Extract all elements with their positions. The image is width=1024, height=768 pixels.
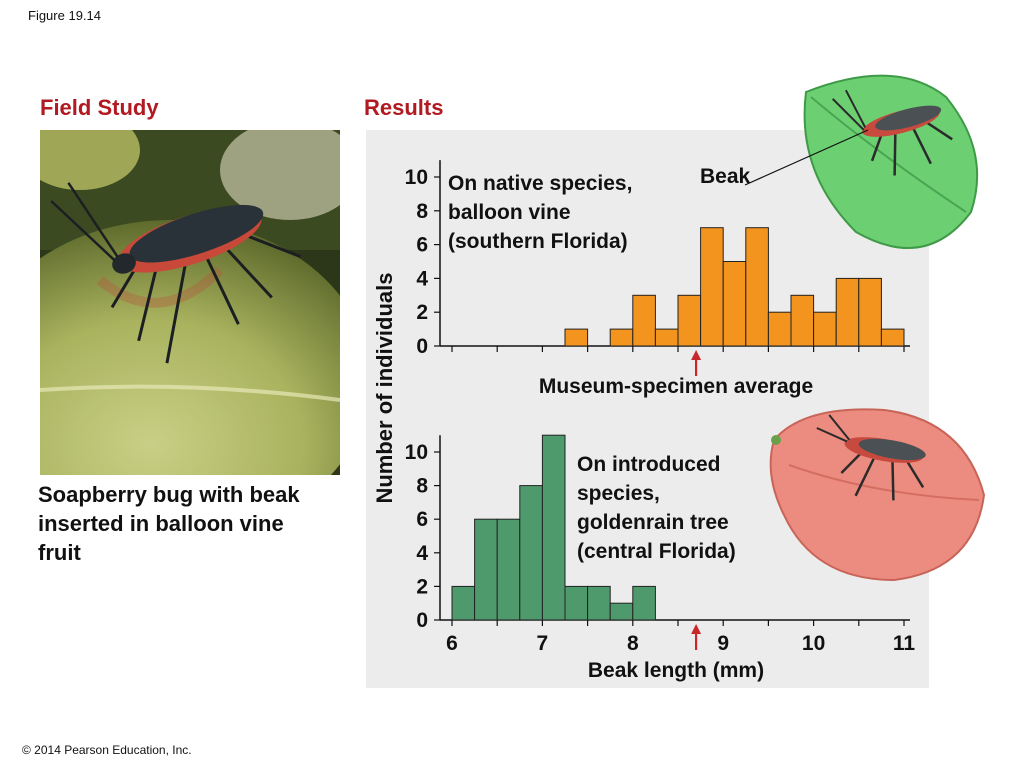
photo-caption: Soapberry bug with beak inserted in ball… xyxy=(38,480,358,567)
introduced-annotation-line: (central Florida) xyxy=(577,540,736,563)
native-bar xyxy=(677,294,702,347)
introduced-annotation-line: goldenrain tree xyxy=(577,511,729,534)
introduced-bar xyxy=(609,602,634,621)
beak-pointer-line xyxy=(744,129,869,186)
native-histogram: 0 2 4 6 8 10 On native species, balloon vine (so… xyxy=(405,160,910,376)
caption-line-1: Soapberry bug with beak xyxy=(38,482,300,507)
introduced-y-tick-label: 8 xyxy=(416,475,428,498)
caption-line-2: inserted in balloon vine xyxy=(38,511,284,536)
native-y-tick-label: 6 xyxy=(416,234,428,257)
introduced-x-tick-label: 7 xyxy=(537,632,549,655)
introduced-x-tick-label: 6 xyxy=(446,632,458,655)
introduced-bar xyxy=(474,518,498,621)
native-bar xyxy=(654,328,679,347)
native-bar xyxy=(700,227,724,347)
balloon-vine-leaf-illustration xyxy=(786,62,986,267)
native-bar xyxy=(813,311,837,347)
introduced-bar xyxy=(564,585,589,621)
figure-label: Figure 19.14 xyxy=(28,8,101,23)
introduced-y-tick-label: 10 xyxy=(405,441,428,464)
soapberry-bug-photo xyxy=(40,130,340,475)
native-annotation-line: (southern Florida) xyxy=(448,230,628,253)
native-annotation-line: On native species, xyxy=(448,172,632,195)
native-bar xyxy=(632,294,656,347)
native-y-tick-label: 0 xyxy=(416,335,428,358)
native-y-tick-label: 10 xyxy=(405,166,428,189)
native-bar xyxy=(745,227,769,347)
introduced-bar xyxy=(587,585,611,621)
native-bar xyxy=(858,277,882,347)
native-bar xyxy=(835,277,860,347)
native-y-tick-label: 2 xyxy=(416,301,428,324)
introduced-y-tick-label: 6 xyxy=(416,508,428,531)
introduced-bar xyxy=(632,585,656,621)
y-axis-label: Number of individuals xyxy=(372,272,397,503)
museum-average-label: Museum-specimen average xyxy=(539,375,813,398)
introduced-bar xyxy=(451,585,476,621)
x-axis-label: Beak length (mm) xyxy=(588,659,764,682)
introduced-annotation-line: species, xyxy=(577,482,660,505)
results-heading: Results xyxy=(364,95,444,120)
native-bar xyxy=(790,294,815,347)
introduced-average-arrowhead xyxy=(691,624,702,634)
native-bar xyxy=(564,328,589,347)
beak-label: Beak xyxy=(700,165,751,188)
copyright: © 2014 Pearson Education, Inc. xyxy=(22,743,192,757)
native-bar xyxy=(722,261,747,347)
native-y-tick-label: 4 xyxy=(416,267,428,290)
field-study-heading: Field Study xyxy=(40,95,159,120)
native-annotation-line: balloon vine xyxy=(448,201,571,224)
introduced-y-tick-label: 2 xyxy=(416,575,428,598)
native-y-tick-label: 8 xyxy=(416,200,428,223)
introduced-y-tick-label: 4 xyxy=(416,542,428,565)
native-bar xyxy=(767,311,792,347)
introduced-bar xyxy=(496,518,521,621)
introduced-histogram: 0 2 4 6 8 10 On introduced species, goldenrain t… xyxy=(405,434,916,655)
introduced-bar xyxy=(519,485,543,621)
caption-line-3: fruit xyxy=(38,540,81,565)
introduced-x-tick-label: 10 xyxy=(802,632,825,655)
introduced-x-tick-label: 11 xyxy=(893,632,916,655)
native-bar xyxy=(880,328,905,347)
introduced-x-tick-label: 9 xyxy=(717,632,729,655)
native-average-arrowhead xyxy=(691,350,702,360)
introduced-bar xyxy=(541,434,566,621)
introduced-y-tick-label: 0 xyxy=(416,609,428,632)
native-bar xyxy=(609,328,634,347)
introduced-annotation-line: On introduced xyxy=(577,453,721,476)
goldenrain-fruit-illustration xyxy=(764,405,989,590)
introduced-x-tick-label: 8 xyxy=(627,632,639,655)
